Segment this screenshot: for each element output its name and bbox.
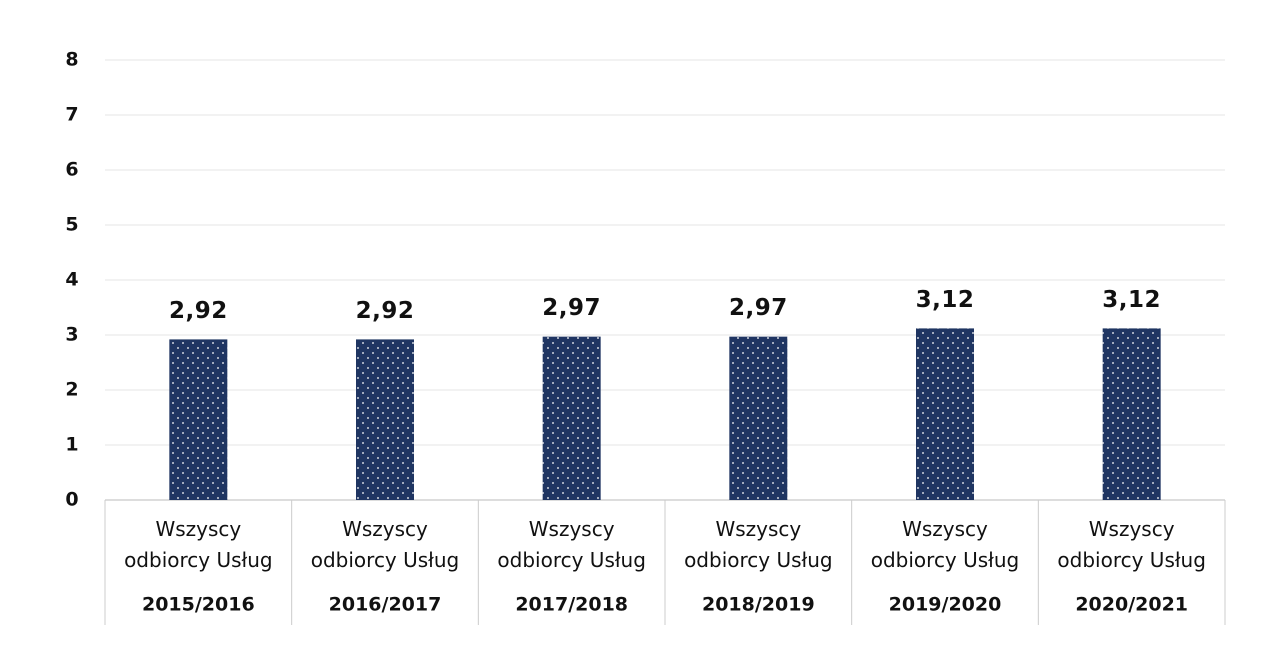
value-label: 3,12	[916, 287, 975, 313]
category-group-label: Wszyscy odbiorcy Usług	[1057, 517, 1206, 572]
bar-pattern	[356, 339, 414, 500]
x-tick-label: 2016/2017	[329, 594, 442, 616]
y-tick-label: 5	[65, 214, 78, 236]
y-tick-label: 7	[65, 104, 78, 126]
category-group-label: Wszyscy odbiorcy Usług	[871, 517, 1020, 572]
category-group-label: Wszyscy odbiorcy Usług	[311, 517, 460, 572]
y-tick-label: 8	[65, 49, 78, 71]
bar-pattern	[542, 336, 601, 500]
bar-pattern	[916, 328, 974, 500]
category-group-label: Wszyscy odbiorcy Usług	[497, 517, 646, 572]
value-label: 2,92	[356, 298, 415, 324]
value-label: 3,12	[1102, 287, 1161, 313]
bar-pattern	[1102, 328, 1161, 500]
y-tick-label: 3	[65, 324, 78, 346]
category-group-label: Wszyscy odbiorcy Usług	[124, 517, 273, 572]
y-tick-label: 1	[65, 434, 78, 456]
value-label: 2,97	[729, 295, 788, 321]
y-tick-label: 2	[65, 379, 78, 401]
bar-pattern	[729, 336, 788, 500]
y-tick-label: 6	[65, 159, 78, 181]
x-tick-label: 2019/2020	[889, 594, 1002, 616]
value-label: 2,92	[169, 298, 228, 324]
y-tick-label: 0	[65, 489, 78, 511]
y-tick-label: 4	[65, 269, 78, 291]
bar-pattern	[169, 339, 228, 500]
x-tick-label: 2020/2021	[1075, 594, 1188, 616]
x-tick-label: 2017/2018	[515, 594, 628, 616]
x-tick-label: 2015/2016	[142, 594, 255, 616]
category-group-label: Wszyscy odbiorcy Usług	[684, 517, 833, 572]
x-tick-label: 2018/2019	[702, 594, 815, 616]
value-label: 2,97	[542, 295, 601, 321]
